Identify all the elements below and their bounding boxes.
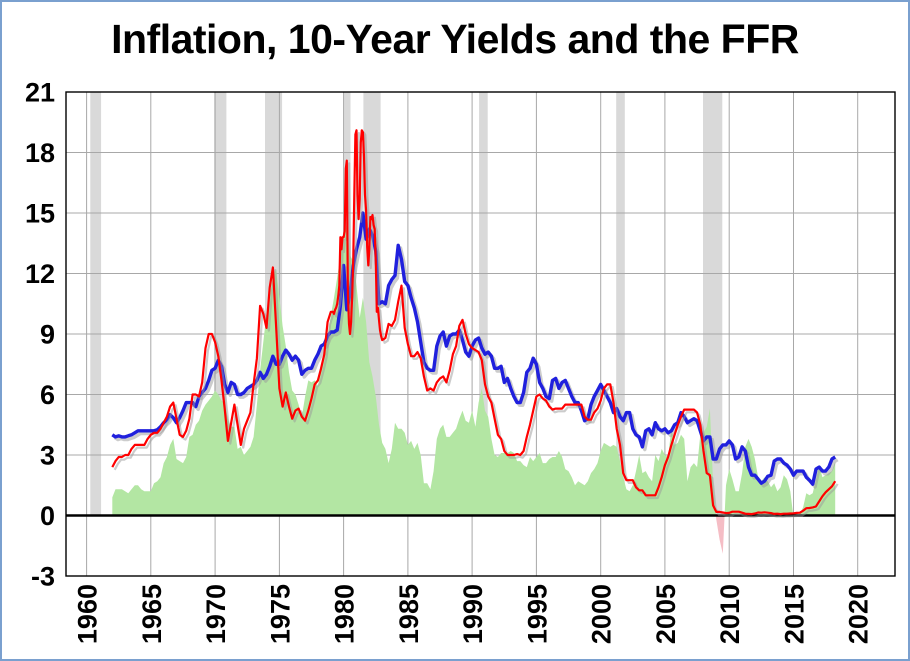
y-axis-tick-label: 9	[40, 320, 55, 350]
y-axis-tick-label: 0	[40, 501, 55, 531]
x-axis-tick-label: 1995	[522, 584, 552, 644]
recession-band	[616, 92, 625, 516]
x-axis-tick-label: 1965	[137, 584, 167, 644]
ffr-line	[111, 129, 837, 516]
y-axis-tick-label: -3	[31, 562, 55, 592]
ffr-line-shadow	[113, 131, 839, 518]
inflation-area-positive	[112, 225, 836, 516]
y-axis-tick-label: 3	[40, 441, 55, 471]
x-axis-tick-label: 1960	[73, 584, 103, 644]
chart-title: Inflation, 10-Year Yields and the FFR	[111, 16, 799, 62]
recession-band	[703, 92, 723, 516]
recession-band	[479, 92, 488, 516]
x-axis-tick-label: 1990	[458, 584, 488, 644]
x-axis-tick-label: 1975	[265, 584, 295, 644]
x-axis-tick-label: 2020	[844, 584, 874, 644]
x-axis-tick-label: 2010	[715, 584, 745, 644]
x-axis-tick-label: 2015	[780, 584, 810, 644]
y-axis-tick-label: 12	[25, 259, 55, 289]
y-axis-tick-label: 6	[40, 380, 55, 410]
x-axis-tick-label: 1980	[330, 584, 360, 644]
x-axis-tick-label: 1985	[394, 584, 424, 644]
y-axis-tick-label: 18	[25, 138, 55, 168]
recession-band	[90, 92, 102, 516]
ten-year-line	[111, 211, 837, 486]
x-axis-tick-label: 2005	[651, 584, 681, 644]
x-axis-tick-label: 2000	[587, 584, 617, 644]
y-axis-tick-label: 15	[25, 199, 55, 229]
y-axis-tick-label: 21	[25, 78, 55, 108]
plot-border	[65, 91, 896, 577]
x-axis-tick-label: 1970	[201, 584, 231, 644]
